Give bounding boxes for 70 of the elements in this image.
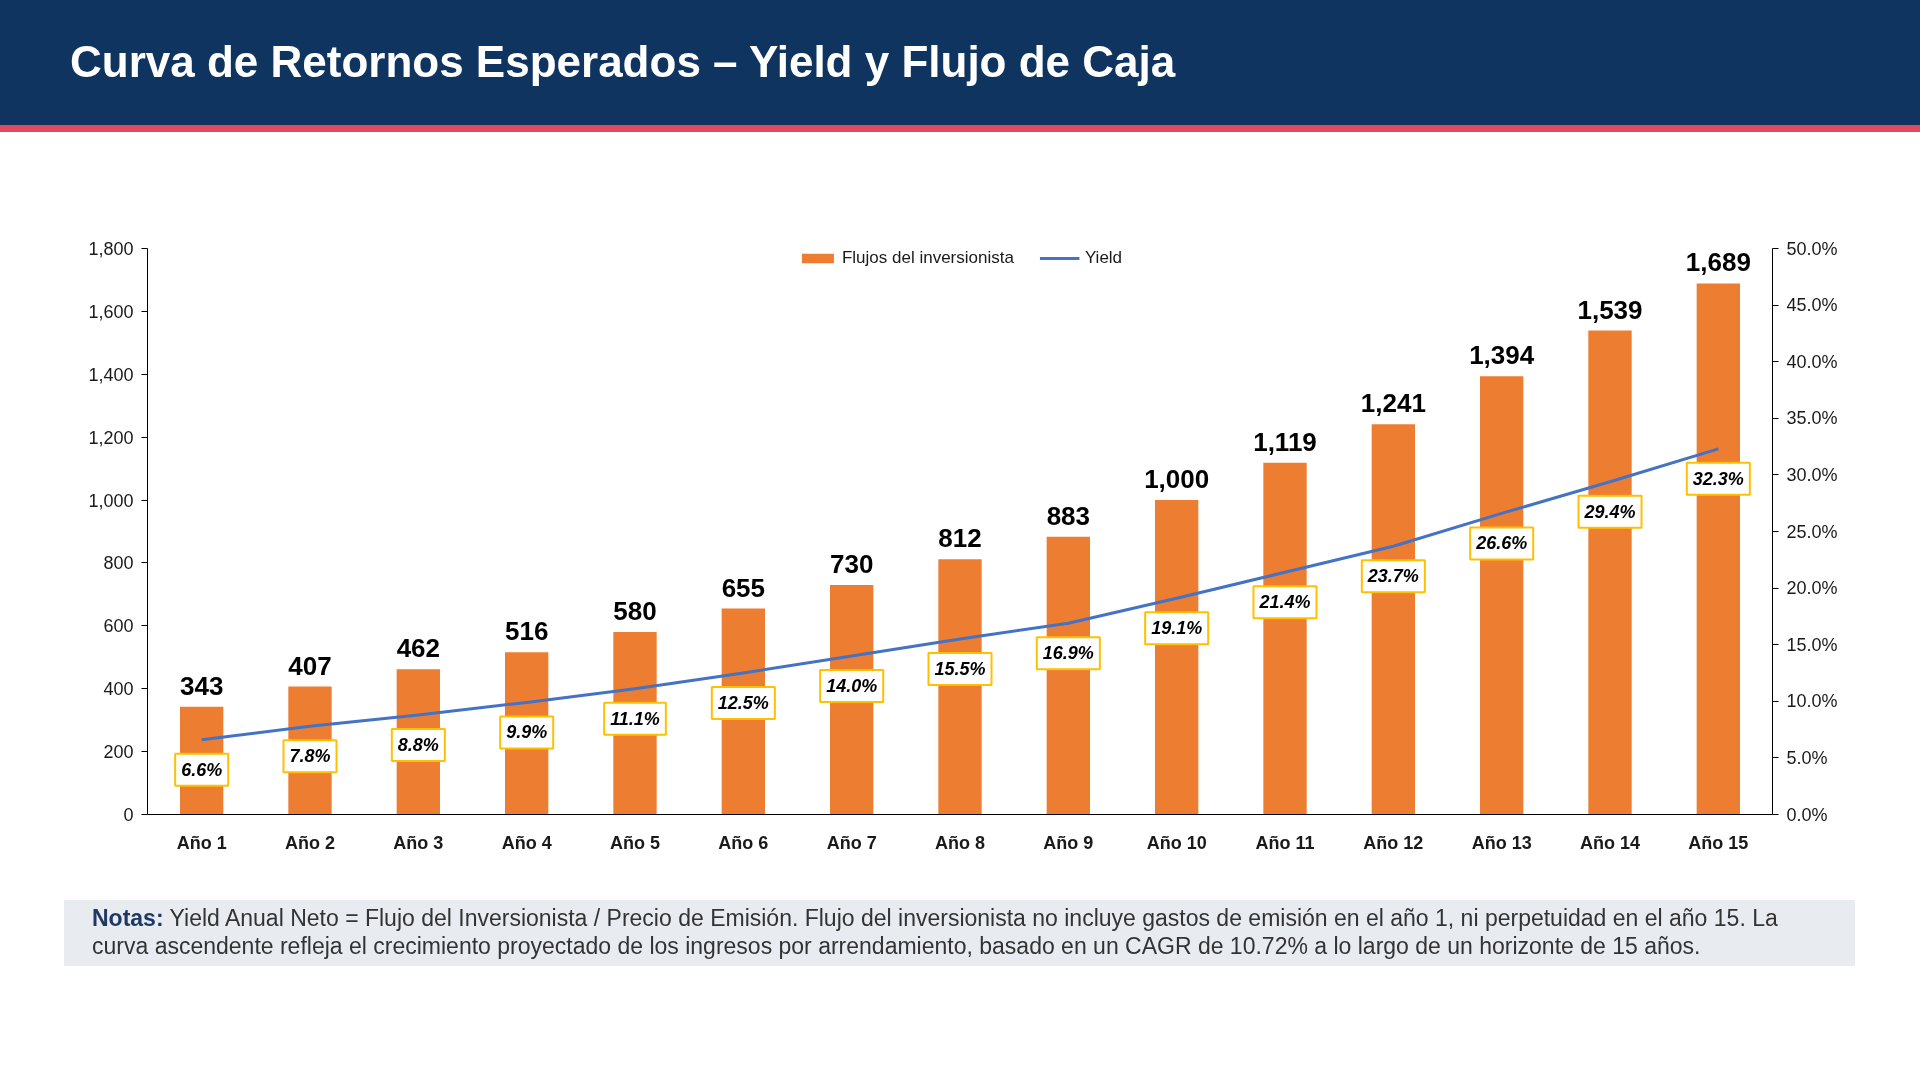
data-label: 730 <box>829 548 874 579</box>
y2-tick-label: 40.0% <box>1786 351 1838 372</box>
y-tick-label: 1,800 <box>88 239 134 259</box>
data-label: 580 <box>613 596 657 627</box>
data-label: 1,394 <box>1469 340 1535 371</box>
legend-label: Yield <box>1084 248 1123 268</box>
data-label: 1,000 <box>1144 464 1210 495</box>
data-label: 462 <box>396 633 441 664</box>
data-label: 1,689 <box>1685 247 1751 278</box>
chart-title: Curva de Retornos Esperados – Yield y Flujo de Caja <box>0 0 1920 132</box>
y-tick-label: 400 <box>103 679 134 700</box>
data-label: 1,539 <box>1577 294 1643 325</box>
data-label: 26.6% <box>1475 533 1528 554</box>
x-tick-label: Año 3 <box>393 832 444 853</box>
y2-tick-label: 0.0% <box>1786 804 1828 825</box>
y-tick-label: 1,400 <box>88 364 134 385</box>
data-label: 1,241 <box>1360 388 1426 419</box>
y-tick-label: 1,600 <box>88 301 134 322</box>
x-tick-label: Año 5 <box>610 832 661 853</box>
y-tick-label: 800 <box>103 553 134 574</box>
data-label: 812 <box>938 523 982 554</box>
data-label: 15.5% <box>934 659 986 680</box>
y2-tick-label: 50.0% <box>1786 238 1838 259</box>
data-label: 883 <box>1046 500 1091 531</box>
data-label: 19.1% <box>1151 618 1203 639</box>
x-tick-label: Año 2 <box>285 832 336 853</box>
data-label: 6.6% <box>181 759 223 780</box>
y2-tick-label: 20.0% <box>1786 578 1838 599</box>
y2-tick-label: 45.0% <box>1786 295 1838 316</box>
y2-tick-label: 10.0% <box>1786 691 1838 712</box>
data-label: 11.1% <box>610 708 660 729</box>
data-label: 23.7% <box>1366 566 1419 587</box>
y2-tick-label: 5.0% <box>1786 747 1828 768</box>
x-tick-label: Año 9 <box>1043 832 1094 853</box>
data-label: 655 <box>721 572 766 603</box>
data-label: 516 <box>504 616 549 647</box>
x-tick-label: Año 1 <box>176 832 227 853</box>
data-label: 32.3% <box>1692 468 1744 489</box>
x-tick-label: Año 4 <box>501 832 552 853</box>
data-label: 16.9% <box>1042 643 1094 664</box>
data-label: 9.9% <box>506 722 548 743</box>
y-tick-label: 1,000 <box>88 490 134 511</box>
data-label: 7.8% <box>289 746 331 767</box>
x-tick-label: Año 15 <box>1688 832 1749 853</box>
data-label: 12.5% <box>717 693 769 713</box>
x-tick-label: Año 12 <box>1363 832 1424 853</box>
x-tick-label: Año 8 <box>935 832 986 853</box>
data-label: 407 <box>288 650 332 681</box>
data-label: 1,119 <box>1253 426 1317 457</box>
data-label: 29.4% <box>1583 501 1636 522</box>
data-label: 343 <box>179 670 224 701</box>
y2-tick-label: 30.0% <box>1786 464 1838 485</box>
x-tick-label: Año 6 <box>718 832 769 853</box>
x-tick-label: Año 11 <box>1255 832 1315 853</box>
y2-tick-label: 15.0% <box>1786 634 1838 655</box>
data-label: 8.8% <box>397 734 439 755</box>
x-tick-label: Año 14 <box>1579 832 1641 853</box>
y-tick-label: 0 <box>123 805 134 825</box>
text: Notas: Yield Anual Neto = Flujo del Inversionista / Precio de Emisión. Flujo del inversionista no incluye gastos de emisión en el año 1, ni perpetuidad en el año 15. La curva ascendente refleja el crecimiento proyectado de los ingresos por arrendamiento, basado en un CAGR de 10.72% a lo largo de un horizonte de 15 años. <box>64 900 1855 966</box>
y-tick-label: 1,200 <box>88 427 134 448</box>
y-tick-label: 200 <box>103 742 134 763</box>
x-tick-label: Año 7 <box>826 832 877 853</box>
x-tick-label: Año 13 <box>1471 832 1532 853</box>
y2-tick-label: 25.0% <box>1786 521 1838 542</box>
data-label: 21.4% <box>1258 592 1311 613</box>
y-tick-label: 600 <box>103 616 134 637</box>
data-label: 14.0% <box>826 676 878 697</box>
x-tick-label: Año 10 <box>1146 832 1207 853</box>
y2-tick-label: 35.0% <box>1786 408 1838 429</box>
legend-label: Flujos del inversionista <box>841 248 1014 268</box>
